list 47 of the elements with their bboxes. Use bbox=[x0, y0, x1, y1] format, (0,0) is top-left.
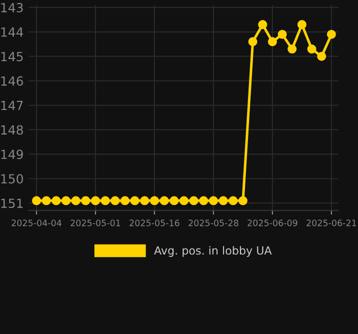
y-tick-label: 150 bbox=[1, 174, 23, 184]
point bbox=[90, 196, 100, 206]
legend-label: Avg. pos. in lobby UA bbox=[154, 246, 272, 257]
point bbox=[189, 196, 198, 206]
x-tick-label: 2025-06-21 bbox=[306, 220, 356, 226]
point bbox=[170, 196, 179, 206]
point bbox=[208, 196, 218, 206]
point bbox=[238, 196, 248, 206]
point bbox=[32, 196, 42, 206]
x-tick-label: 2025-06-09 bbox=[248, 220, 298, 226]
point bbox=[228, 196, 238, 206]
y-tick-label: 149 bbox=[1, 150, 23, 160]
point bbox=[150, 196, 159, 206]
point bbox=[218, 196, 228, 206]
point bbox=[130, 196, 140, 206]
point bbox=[258, 20, 268, 30]
y-tick-label: 146 bbox=[1, 76, 23, 86]
point bbox=[160, 196, 169, 206]
x-tick-label: 2025-05-28 bbox=[188, 220, 238, 226]
point bbox=[61, 196, 71, 206]
point bbox=[179, 196, 188, 206]
x-tick-label: 2025-05-01 bbox=[70, 220, 120, 226]
point bbox=[199, 196, 208, 206]
point bbox=[248, 37, 258, 46]
y-tick-label: 148 bbox=[1, 125, 23, 135]
x-tick-label: 2025-04-04 bbox=[12, 220, 62, 226]
y-tick-label: 143 bbox=[1, 2, 23, 12]
y-tick-label: 144 bbox=[1, 28, 24, 37]
y-tick-label: 145 bbox=[1, 52, 23, 62]
point bbox=[100, 196, 110, 206]
point bbox=[42, 196, 51, 206]
point bbox=[288, 44, 297, 54]
point bbox=[278, 30, 287, 39]
point bbox=[110, 196, 120, 206]
point bbox=[71, 196, 80, 206]
point bbox=[326, 30, 336, 39]
x-tick-label: 2025-05-16 bbox=[130, 220, 180, 226]
point bbox=[81, 196, 90, 206]
y-tick-label: 147 bbox=[1, 100, 23, 110]
point bbox=[317, 52, 326, 61]
point bbox=[52, 196, 61, 206]
y-tick-label: 151 bbox=[1, 198, 23, 208]
point bbox=[268, 37, 277, 46]
point bbox=[120, 196, 130, 206]
point bbox=[297, 20, 306, 30]
point bbox=[140, 196, 150, 206]
point bbox=[307, 44, 316, 54]
